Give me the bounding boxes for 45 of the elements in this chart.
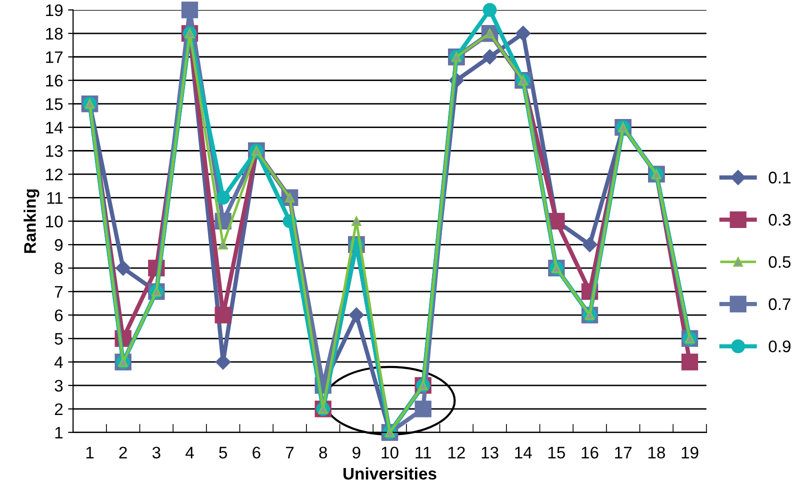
y-tick-label: 19 [46,4,63,16]
y-tick-label: 9 [54,239,63,251]
x-tick-label: 17 [615,446,632,458]
x-tick-label: 13 [482,446,498,459]
legend-label: 0.5 [768,256,791,268]
y-tick-label: 6 [54,309,63,322]
x-tick-label: 16 [582,446,598,459]
y-tick-label: 4 [54,356,63,368]
y-tick-label: 18 [46,28,63,40]
x-tick-label: 8 [319,446,327,459]
legend-label: 0.1 [768,172,790,184]
x-tick-label: 2 [119,446,127,458]
legend-label: 0.9 [768,340,790,352]
x-tick-label: 18 [648,446,665,459]
x-tick-label: 19 [682,446,698,459]
x-tick-label: 14 [515,446,532,458]
x-tick-label: 7 [286,446,294,458]
y-axis-title: Ranking [24,189,40,253]
x-tick-label: 3 [152,446,160,459]
x-tick-label: 4 [186,446,194,458]
y-tick-label: 1 [55,426,63,438]
y-tick-label: 16 [46,74,63,87]
x-tick-label: 5 [219,446,228,459]
x-tick-label: 15 [548,446,566,459]
y-tick-label: 13 [46,145,63,157]
legend-label: 0.7 [768,298,790,310]
y-tick-label: 12 [46,168,63,180]
y-tick-label: 2 [54,403,63,415]
y-tick-label: 3 [54,380,63,392]
y-tick-label: 17 [46,51,63,63]
y-tick-label: 8 [54,262,63,274]
y-tick-label: 15 [46,98,63,110]
y-tick-label: 10 [46,216,63,228]
x-tick-label: 9 [352,446,360,459]
y-tick-label: 7 [54,286,63,298]
x-tick-label: 11 [416,446,431,458]
y-tick-label: 5 [54,333,63,345]
legend-label: 0.3 [768,214,791,226]
x-tick-label: 6 [252,446,260,459]
x-tick-label: 12 [448,446,465,458]
y-tick-label: 14 [46,122,63,134]
x-axis-title: Universities [344,467,436,480]
x-tick-label: 1 [86,446,94,458]
y-tick-label: 11 [47,192,63,204]
x-tick-label: 10 [382,446,398,459]
